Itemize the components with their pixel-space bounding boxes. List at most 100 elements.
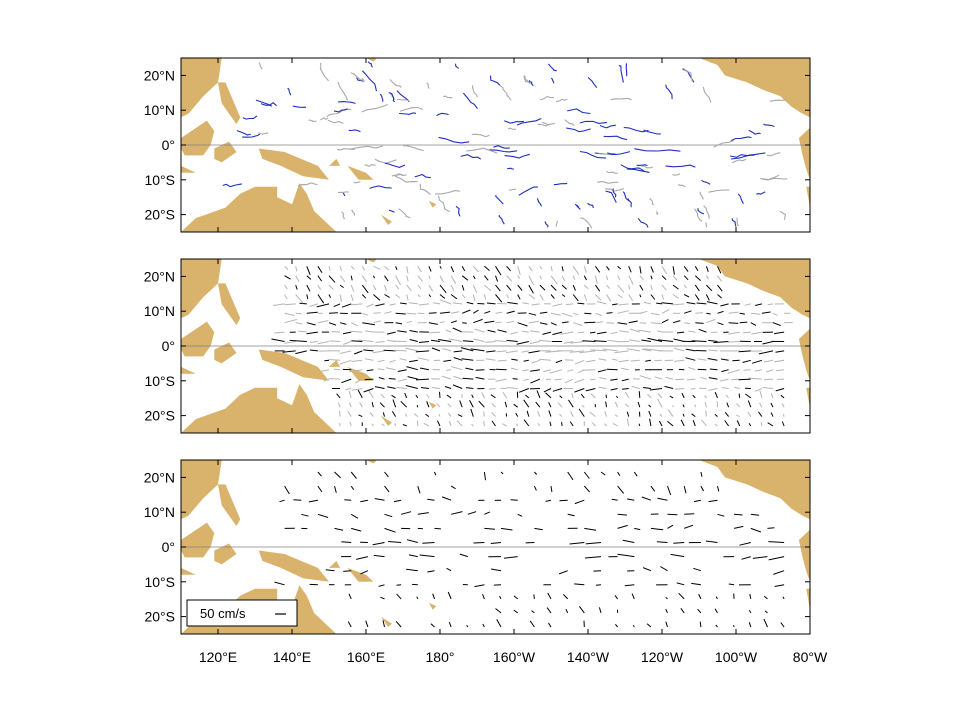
velocity-vector	[321, 369, 330, 372]
velocity-vector	[547, 592, 552, 600]
land-shape	[329, 158, 341, 166]
drifter-track	[399, 112, 417, 115]
drifter-track	[498, 214, 505, 225]
velocity-vector	[471, 423, 474, 427]
velocity-vector	[284, 485, 290, 495]
velocity-vector	[284, 284, 288, 290]
velocity-vector	[685, 357, 696, 361]
velocity-vector	[748, 377, 762, 380]
drifter-track	[389, 79, 402, 88]
velocity-vector	[617, 265, 622, 270]
drifter-track	[703, 205, 710, 219]
velocity-vector	[617, 485, 625, 494]
velocity-vector	[641, 496, 652, 501]
velocity-vector	[550, 322, 557, 326]
velocity-vector	[650, 284, 653, 291]
velocity-vector	[721, 387, 729, 389]
velocity-vector	[452, 327, 463, 333]
land-shape	[366, 460, 378, 464]
velocity-vector	[513, 403, 518, 408]
velocity-vector	[665, 608, 668, 614]
velocity-vector	[502, 392, 508, 399]
drifter-track	[518, 186, 538, 196]
velocity-vector	[545, 392, 552, 399]
velocity-vector	[629, 328, 640, 333]
land-shape	[428, 200, 437, 208]
velocity-vector	[584, 321, 596, 324]
land-shape	[806, 387, 810, 409]
drifter-track	[388, 91, 396, 103]
velocity-vector	[661, 309, 670, 314]
velocity-vector	[561, 294, 566, 298]
velocity-vector	[406, 539, 418, 543]
velocity-vector	[419, 554, 435, 558]
velocity-vector	[350, 471, 357, 479]
velocity-vector	[550, 486, 553, 492]
velocity-vector	[323, 378, 330, 382]
land-shape	[347, 366, 374, 381]
velocity-vector	[669, 395, 674, 399]
velocity-vector	[374, 386, 385, 389]
drifter-track	[537, 122, 555, 127]
velocity-vector	[767, 422, 774, 427]
velocity-vector	[428, 331, 441, 334]
velocity-vector	[497, 359, 507, 362]
velocity-vector	[406, 284, 412, 292]
y-tick-label: 0°	[162, 137, 175, 153]
velocity-vector	[306, 284, 311, 292]
drifter-track	[434, 190, 460, 195]
drifter-track	[338, 101, 356, 104]
velocity-vector	[362, 322, 376, 326]
velocity-vector	[549, 421, 552, 427]
land-shape	[347, 165, 374, 180]
velocity-vector	[359, 401, 363, 408]
land-shape	[181, 460, 222, 520]
velocity-vector	[494, 340, 507, 342]
velocity-vector	[597, 331, 607, 335]
velocity-vector	[739, 312, 745, 315]
velocity-vector	[331, 331, 341, 333]
velocity-vector	[531, 303, 540, 306]
drifter-track	[636, 164, 648, 167]
velocity-vector	[513, 595, 519, 600]
velocity-vector	[583, 485, 590, 493]
velocity-vector	[565, 608, 569, 614]
velocity-vector	[680, 608, 685, 614]
land-shape	[181, 567, 196, 575]
drifter-track	[605, 190, 617, 203]
velocity-vector	[357, 339, 374, 342]
velocity-vector	[648, 410, 652, 417]
velocity-vector	[748, 622, 752, 628]
drifter-track	[612, 188, 617, 198]
velocity-vector	[552, 303, 563, 307]
velocity-vector	[672, 275, 678, 281]
velocity-vector	[271, 338, 285, 342]
velocity-vector	[339, 422, 341, 427]
velocity-vector	[347, 411, 352, 417]
velocity-vector	[396, 593, 402, 600]
velocity-vector	[380, 393, 385, 399]
velocity-vector	[658, 420, 663, 427]
velocity-vector	[705, 294, 710, 301]
land-shape	[798, 328, 810, 381]
velocity-vector	[347, 621, 352, 628]
drifter-track	[297, 182, 318, 187]
velocity-vector	[688, 366, 696, 371]
velocity-vector	[617, 310, 629, 314]
drifter-track	[350, 209, 356, 216]
velocity-vector	[657, 497, 668, 501]
velocity-vector	[484, 527, 495, 530]
velocity-vector	[632, 625, 635, 628]
velocity-vector	[643, 387, 651, 389]
velocity-vector	[639, 266, 642, 274]
velocity-vector	[363, 349, 374, 352]
drifter-track	[702, 86, 712, 103]
velocity-vector	[301, 513, 309, 517]
velocity-vector	[569, 350, 585, 353]
velocity-vector	[334, 471, 341, 479]
drifter-track	[350, 72, 365, 82]
velocity-vector	[396, 386, 407, 389]
velocity-vector	[564, 359, 574, 361]
velocity-vector	[446, 567, 452, 572]
